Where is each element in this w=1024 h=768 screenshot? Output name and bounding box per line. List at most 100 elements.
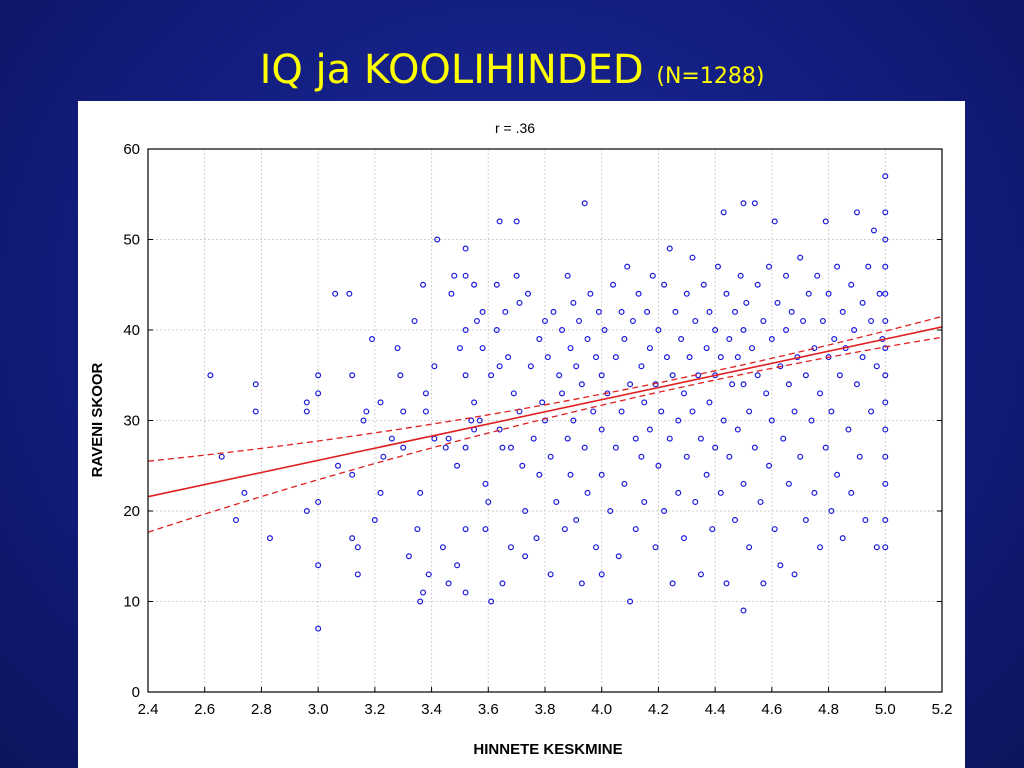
data-point [556,372,563,379]
data-point [547,453,554,460]
slide-title: IQ ja KOOLIHINDED (N=1288) [0,44,1024,103]
data-point [417,598,424,605]
data-point [882,372,889,379]
data-point [516,299,523,306]
data-point [462,327,469,334]
data-point [570,299,577,306]
data-point [865,263,872,270]
data-point [519,462,526,469]
y-tick-label: 60 [123,141,140,158]
data-point [553,498,560,505]
data-point [882,480,889,487]
data-point [641,498,648,505]
data-point [828,508,835,515]
data-point [675,417,682,424]
data-point [559,390,566,397]
data-point [417,489,424,496]
data-point [315,372,322,379]
data-point [400,444,407,451]
data-point [644,308,651,315]
data-point [354,571,361,578]
data-point [766,462,773,469]
data-point [371,517,378,524]
data-point [601,327,608,334]
data-point [853,209,860,216]
data-point [638,363,645,370]
data-point [488,372,495,379]
slide-title-main: IQ ja KOOLIHINDED [259,47,644,93]
data-point [598,471,605,478]
data-point [369,336,376,343]
data-point [845,426,852,433]
data-point [663,354,670,361]
data-point [780,435,787,442]
data-point [315,625,322,632]
data-point [709,526,716,533]
data-point [471,281,478,288]
data-point [564,435,571,442]
y-tick-label: 50 [123,232,140,249]
x-tick-label: 3.8 [535,701,556,718]
data-point [882,173,889,180]
data-point [726,336,733,343]
data-point [834,471,841,478]
data-point [862,517,869,524]
data-point [439,544,446,551]
grid-lines [147,148,943,693]
data-point [712,327,719,334]
data-point [802,372,809,379]
data-point [303,408,310,415]
data-point [363,408,370,415]
data-point [612,354,619,361]
data-point [570,417,577,424]
x-tick-label: 3.2 [364,701,385,718]
data-point [593,354,600,361]
data-point [766,263,773,270]
data-point [462,526,469,533]
data-point [635,290,642,297]
data-point [218,453,225,460]
data-point [734,354,741,361]
data-point [720,209,727,216]
data-point [882,317,889,324]
data-point [692,498,699,505]
data-point [584,489,591,496]
data-point [661,281,668,288]
y-tick-label: 10 [123,594,140,611]
data-point [882,544,889,551]
x-tick-label: 4.0 [591,701,612,718]
data-point [266,535,273,542]
data-point [476,417,483,424]
data-point [740,327,747,334]
data-point [802,517,809,524]
data-point [564,272,571,279]
data-point [672,308,679,315]
data-point [451,272,458,279]
data-point [822,444,829,451]
data-point [638,453,645,460]
y-tick-label: 0 [132,684,140,701]
data-point [749,345,756,352]
data-point [425,571,432,578]
data-point [567,471,574,478]
data-point [675,489,682,496]
data-point [615,553,622,560]
data-point [669,372,676,379]
data-point [445,435,452,442]
data-point [771,218,778,225]
data-point [706,308,713,315]
data-point [740,381,747,388]
data-point [629,317,636,324]
regression-line [147,326,943,498]
data-point [873,363,880,370]
data-point [303,508,310,515]
data-point [678,336,685,343]
data-point [839,308,846,315]
data-point [573,363,580,370]
data-point [496,218,503,225]
data-point [683,453,690,460]
data-point [754,372,761,379]
data-point [731,308,738,315]
data-point [828,408,835,415]
data-point [882,426,889,433]
